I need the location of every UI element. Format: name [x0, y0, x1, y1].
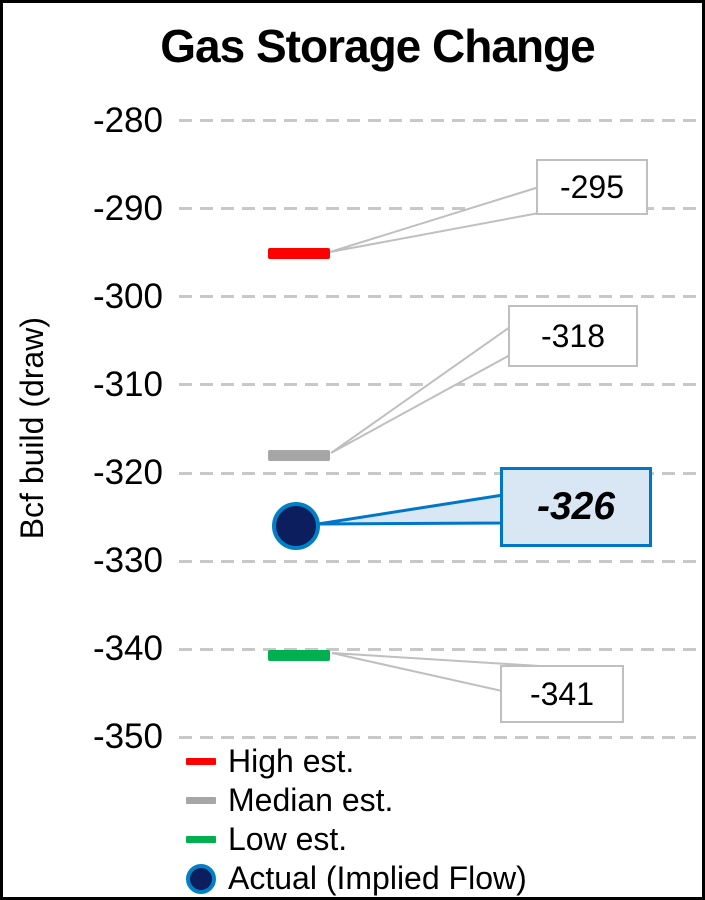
leader-actual — [317, 493, 505, 526]
legend-median-label: Median est. — [228, 782, 394, 818]
callout-actual: -326 — [500, 467, 652, 547]
legend-low-label: Low est. — [228, 821, 348, 857]
callout-leader-lines — [317, 185, 556, 693]
median-estimate-marker — [268, 450, 330, 461]
gridline — [179, 736, 699, 739]
legend-high-marker — [186, 758, 216, 765]
y-tick-label: -320 — [92, 453, 163, 492]
y-tick-label: -290 — [92, 189, 163, 228]
gridline — [179, 560, 699, 563]
legend-actual-marker — [186, 863, 216, 894]
y-tick-label: -310 — [92, 365, 163, 404]
chart-title: Gas Storage Change — [160, 20, 595, 72]
y-tick-label: -280 — [92, 101, 163, 140]
legend-item-median: Median est. — [186, 781, 527, 820]
y-tick-label: -340 — [92, 629, 163, 668]
low-estimate-marker — [268, 650, 330, 661]
actual-marker — [272, 502, 320, 550]
legend: High est. Median est. Low est. Actual (I… — [186, 742, 527, 897]
y-tick-label: -300 — [92, 277, 163, 316]
legend-high-label: High est. — [228, 743, 355, 779]
gridline — [179, 295, 699, 298]
gridline — [179, 648, 699, 651]
callout-median: -318 — [508, 305, 638, 367]
legend-item-high: High est. — [186, 742, 527, 781]
gridline — [179, 119, 699, 122]
legend-median-marker — [186, 797, 216, 804]
y-tick-label: -350 — [92, 717, 163, 756]
gridline — [179, 472, 699, 475]
legend-low-marker — [186, 836, 216, 843]
legend-item-low: Low est. — [186, 820, 527, 859]
legend-actual-label: Actual (Implied Flow) — [228, 860, 527, 896]
gridline — [179, 207, 699, 210]
leader-high — [329, 185, 540, 253]
callout-low: -341 — [500, 665, 624, 723]
leader-median — [330, 325, 511, 454]
legend-item-actual: Actual (Implied Flow) — [186, 859, 527, 897]
callout-high: -295 — [536, 159, 648, 215]
high-estimate-marker — [268, 248, 330, 259]
y-tick-label: -330 — [92, 541, 163, 580]
